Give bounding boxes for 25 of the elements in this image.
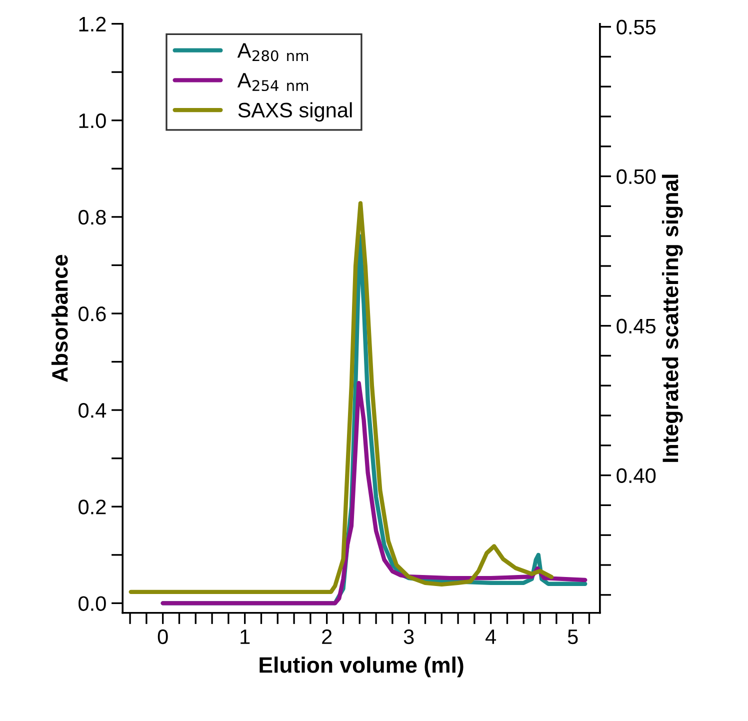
y2-tick-label: 0.40 bbox=[616, 468, 656, 484]
legend-label: A$_{280 nm}$ bbox=[237, 43, 308, 62]
legend-label: A$_{254 nm}$ bbox=[237, 73, 308, 92]
x-tick-label: 4 bbox=[486, 630, 496, 644]
x-tick-label: 5 bbox=[568, 630, 578, 644]
y-tick-label: 1.2 bbox=[79, 16, 106, 32]
x-tick-label: 0 bbox=[158, 629, 168, 644]
y-tick-label: 0.2 bbox=[78, 500, 106, 514]
line-series bbox=[128, 201, 554, 594]
x-axis-title: Elution volume (ml) bbox=[260, 656, 464, 678]
y-tick-label: 1.0 bbox=[79, 113, 106, 128]
y2-tick-label: 0.50 bbox=[616, 169, 656, 184]
y2-axis-title: Integrated scattering signal bbox=[662, 174, 683, 462]
y-axis-title: Absorbance bbox=[51, 254, 68, 382]
y-tick-label: 0.6 bbox=[78, 306, 106, 322]
y2-tick-label: 0.55 bbox=[616, 20, 656, 35]
x-tick-label: 2 bbox=[322, 629, 332, 644]
x-tick-label: 1 bbox=[240, 630, 250, 644]
line-series bbox=[160, 380, 588, 606]
y2-tick-label: 0.45 bbox=[616, 318, 656, 334]
y-tick-label: 0.4 bbox=[78, 403, 106, 418]
legend-label: SAXS signal bbox=[238, 102, 352, 122]
y-tick-label: 0.8 bbox=[78, 210, 106, 225]
x-tick-label: 3 bbox=[404, 629, 414, 644]
y-tick-label: 0.0 bbox=[78, 596, 106, 611]
